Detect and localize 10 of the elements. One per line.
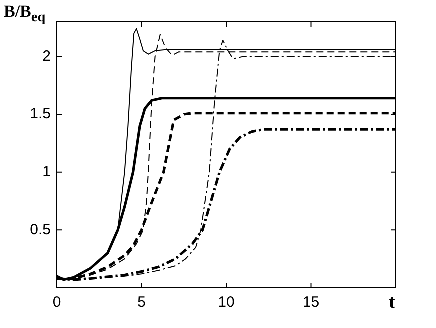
y-tick-label: 1.5 — [30, 106, 51, 123]
y-tick-label: 2 — [42, 48, 51, 65]
x-tick-label: 10 — [218, 294, 235, 312]
x-tick-label: 5 — [138, 294, 146, 312]
x-tick-label: 0 — [52, 294, 62, 312]
y-tick-label: 0.5 — [30, 221, 51, 238]
y-tick-label: 1 — [42, 163, 51, 180]
y-axis-title: B/B$_{eq}$ — [4, 2, 46, 26]
x-tick-label: 15 — [302, 294, 320, 312]
x-axis-title: t — [389, 292, 396, 314]
